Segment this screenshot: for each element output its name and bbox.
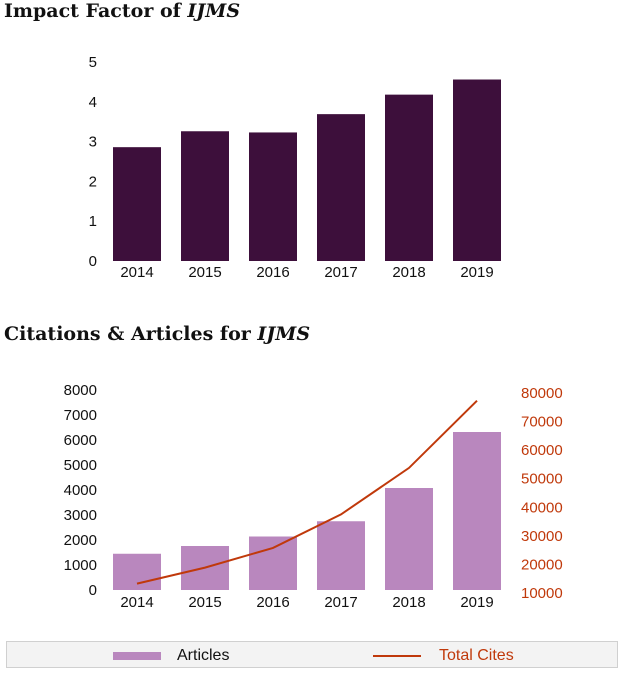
- articles-bar: [249, 536, 297, 590]
- citations-chart-title: Citations & Articles for IJMS: [4, 323, 310, 345]
- impact-bar: [181, 131, 229, 261]
- impact-chart-title: Impact Factor of IJMS: [4, 0, 240, 22]
- articles-bar: [113, 553, 161, 590]
- impact-y-tick: 4: [89, 94, 97, 111]
- legend-swatch-total-cites: [373, 654, 421, 657]
- citations-title-text: Citations & Articles for: [4, 323, 258, 345]
- impact-factor-chart: 0 1 2 3 4 5 2014 2015 2016 2017 2018 2019: [89, 54, 501, 281]
- articles-bar: [453, 432, 501, 590]
- legend-swatch-articles: [113, 651, 161, 660]
- cites-y-tick: 60000: [521, 442, 563, 459]
- articles-bar: [317, 521, 365, 590]
- legend-label-articles: Articles: [177, 646, 230, 664]
- impact-y-tick: 3: [89, 134, 97, 151]
- cites-y-tick: 40000: [521, 499, 563, 516]
- articles-y-tick: 1000: [64, 557, 97, 574]
- impact-bar: [249, 132, 297, 261]
- citations-articles-chart: 0 1000 2000 3000 4000 5000 6000 7000 8000 10000 20…: [64, 382, 563, 611]
- impact-y-tick: 0: [89, 253, 97, 270]
- total-cites-line: [136, 399, 478, 585]
- impact-x-tick: 2016: [256, 264, 289, 281]
- chart-legend: Articles Total Cites: [6, 641, 618, 668]
- articles-y-tick: 7000: [64, 407, 97, 424]
- articles-bar: [385, 488, 433, 590]
- impact-bar: [453, 79, 501, 262]
- cites-y-tick: 70000: [521, 414, 563, 431]
- impact-title-journal: IJMS: [187, 0, 241, 22]
- articles-y-tick: 0: [89, 582, 97, 599]
- cites-y-tick: 50000: [521, 471, 563, 488]
- cites-y-tick: 80000: [521, 385, 563, 402]
- legend-item-articles: Articles: [113, 642, 229, 669]
- citations-x-tick: 2019: [460, 594, 493, 611]
- impact-x-tick: 2015: [188, 264, 221, 281]
- citations-title-journal: IJMS: [257, 323, 311, 345]
- legend-item-total-cites: Total Cites: [373, 642, 514, 669]
- impact-bar: [385, 94, 433, 261]
- impact-bar: [113, 147, 161, 261]
- impact-x-tick: 2014: [120, 264, 153, 281]
- articles-y-tick: 2000: [64, 532, 97, 549]
- articles-y-tick: 3000: [64, 507, 97, 524]
- cites-y-tick: 30000: [521, 528, 563, 545]
- cites-y-tick: 20000: [521, 556, 563, 573]
- impact-y-tick: 1: [89, 213, 97, 230]
- impact-y-tick: 2: [89, 173, 97, 190]
- articles-y-tick: 8000: [64, 382, 97, 399]
- impact-x-tick: 2018: [392, 264, 425, 281]
- articles-y-tick: 4000: [64, 482, 97, 499]
- citations-x-tick: 2016: [256, 594, 289, 611]
- citations-x-tick: 2015: [188, 594, 221, 611]
- impact-y-tick: 5: [89, 54, 97, 71]
- impact-bar: [317, 114, 365, 261]
- impact-x-tick: 2017: [324, 264, 357, 281]
- articles-y-tick: 5000: [64, 457, 97, 474]
- citations-x-tick: 2018: [392, 594, 425, 611]
- articles-y-tick: 6000: [64, 432, 97, 449]
- citations-x-tick: 2014: [120, 594, 153, 611]
- cites-y-tick: 10000: [521, 585, 563, 602]
- citations-x-tick: 2017: [324, 594, 357, 611]
- impact-title-text: Impact Factor of: [4, 0, 188, 22]
- legend-label-total-cites: Total Cites: [439, 646, 514, 664]
- impact-x-tick: 2019: [460, 264, 493, 281]
